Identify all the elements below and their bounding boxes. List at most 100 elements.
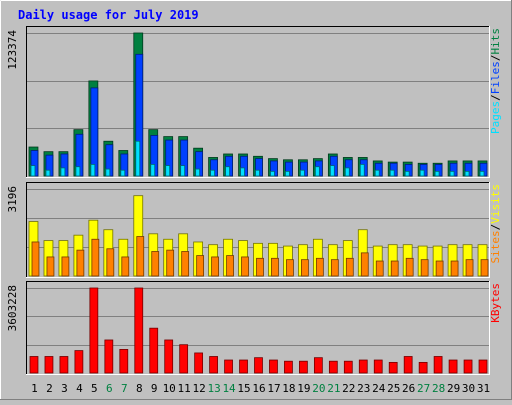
- bar-sites-day-25: [390, 260, 399, 277]
- bar-sites-day-1: [31, 241, 40, 277]
- panel-hits-files-pages-area: [26, 26, 490, 178]
- bar-kbytes-day-10: [164, 339, 174, 374]
- bar-pages-day-18: [285, 170, 290, 177]
- day-label: 12: [193, 382, 206, 395]
- bar-kbytes-day-26: [403, 356, 413, 374]
- legend-item-pages: Pages: [489, 101, 502, 134]
- bar-pages-day-16: [255, 169, 260, 177]
- bar-pages-day-13: [210, 169, 215, 177]
- day-label: 8: [136, 382, 143, 395]
- bar-sites-day-16: [256, 257, 264, 277]
- bar-kbytes-day-23: [358, 359, 368, 374]
- bar-sites-day-30: [465, 259, 474, 277]
- day-label: 9: [151, 382, 158, 395]
- bar-sites-day-9: [151, 251, 160, 277]
- bar-kbytes-day-11: [179, 344, 189, 374]
- bar-kbytes-day-4: [74, 350, 84, 374]
- day-label: 16: [252, 382, 265, 395]
- bar-sites-day-14: [226, 255, 234, 277]
- legend-item-separator: /: [489, 224, 502, 231]
- day-label: 26: [402, 382, 415, 395]
- bar-kbytes-day-12: [194, 352, 204, 374]
- bar-sites-day-8: [136, 236, 145, 277]
- bar-sites-day-29: [450, 260, 459, 277]
- bar-sites-day-21: [330, 259, 339, 277]
- day-label: 17: [267, 382, 280, 395]
- bar-sites-day-19: [301, 259, 309, 277]
- bar-kbytes-day-22: [343, 360, 353, 374]
- bar-pages-day-24: [374, 169, 380, 177]
- legend-item-separator: /: [489, 94, 502, 101]
- bar-pages-day-2: [45, 169, 51, 177]
- bar-kbytes-day-14: [224, 359, 233, 374]
- bar-kbytes-day-9: [149, 327, 159, 374]
- bar-sites-day-10: [166, 249, 175, 277]
- bar-sites-day-12: [196, 255, 205, 277]
- bar-pages-day-23: [359, 164, 365, 177]
- bar-sites-day-15: [241, 256, 249, 277]
- bar-kbytes-day-15: [239, 359, 248, 374]
- bar-pages-day-8: [135, 140, 141, 177]
- bar-kbytes-day-31: [478, 359, 488, 374]
- bar-pages-day-4: [75, 166, 81, 177]
- bar-kbytes-day-20: [313, 357, 323, 374]
- day-label: 21: [327, 382, 340, 395]
- day-label: 2: [46, 382, 53, 395]
- bar-sites-day-27: [420, 259, 429, 277]
- bar-kbytes-day-24: [373, 359, 383, 374]
- day-label: 5: [91, 382, 98, 395]
- legend-item-visits: Visits: [489, 184, 502, 224]
- bar-pages-day-21: [329, 165, 335, 177]
- bar-pages-day-10: [165, 165, 171, 177]
- bar-kbytes-day-18: [284, 360, 293, 374]
- bar-sites-day-11: [181, 251, 190, 277]
- bar-kbytes-day-13: [209, 356, 218, 374]
- day-label: 27: [417, 382, 430, 395]
- bar-sites-day-5: [91, 238, 100, 277]
- bar-sites-day-4: [76, 249, 85, 277]
- bar-kbytes-day-30: [463, 359, 473, 374]
- bar-pages-day-5: [90, 164, 96, 177]
- bar-pages-day-1: [30, 165, 36, 177]
- chart-title: Daily usage for July 2019: [18, 8, 199, 22]
- bar-kbytes-day-5: [89, 287, 99, 374]
- day-label: 18: [282, 382, 295, 395]
- bar-kbytes-day-3: [59, 356, 69, 374]
- bar-pages-day-7: [120, 169, 126, 177]
- day-label: 25: [387, 382, 400, 395]
- bar-kbytes-day-2: [44, 356, 54, 374]
- bar-kbytes-day-27: [418, 361, 428, 374]
- bar-kbytes-day-8: [134, 287, 144, 374]
- bar-pages-day-31: [479, 170, 485, 177]
- day-label: 15: [237, 382, 250, 395]
- bar-pages-day-26: [404, 170, 410, 177]
- day-label: 31: [477, 382, 490, 395]
- day-label: 6: [106, 382, 113, 395]
- legend-item-files: Files: [489, 61, 502, 94]
- bar-pages-day-3: [60, 167, 66, 177]
- bar-sites-day-23: [360, 252, 369, 277]
- bar-sites-day-2: [46, 256, 55, 277]
- day-label: 14: [222, 382, 236, 395]
- panel-visits-sites-legend: Sites/Visits: [489, 184, 502, 264]
- panel-hits-files-pages-max-label: 123374: [6, 30, 19, 70]
- bar-sites-day-20: [315, 257, 324, 277]
- bar-pages-day-15: [240, 167, 245, 177]
- bar-kbytes-day-17: [269, 359, 278, 374]
- day-label: 28: [432, 382, 445, 395]
- bar-kbytes-day-6: [104, 339, 114, 374]
- legend-item-sites: Sites: [489, 230, 502, 263]
- bar-sites-day-18: [286, 259, 294, 277]
- bar-pages-day-20: [314, 166, 320, 177]
- bar-pages-day-19: [300, 169, 305, 177]
- day-label: 10: [163, 382, 176, 395]
- bar-sites-day-28: [435, 260, 444, 277]
- panel-hits-files-pages-legend: Pages/Files/Hits: [489, 28, 502, 134]
- bar-kbytes-day-7: [119, 349, 129, 374]
- day-label: 29: [447, 382, 460, 395]
- bar-pages-day-25: [389, 169, 395, 177]
- bar-sites-day-7: [121, 256, 130, 277]
- panel-visits-sites-max-label: 3196: [6, 186, 19, 213]
- panel-kbytes-max-label: 3603228: [6, 285, 19, 331]
